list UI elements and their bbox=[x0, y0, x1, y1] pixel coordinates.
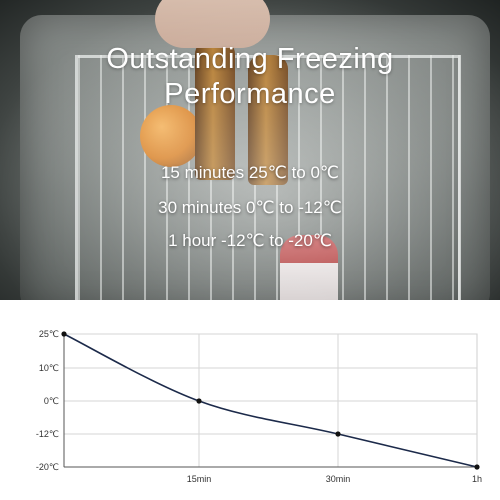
data-point bbox=[61, 331, 67, 337]
y-tick-label: 0℃ bbox=[44, 396, 59, 406]
x-tick-label: 30min bbox=[326, 474, 351, 484]
chart-grid bbox=[63, 333, 478, 468]
hero-photo bbox=[0, 0, 500, 300]
y-tick-label: -20℃ bbox=[36, 462, 59, 472]
feature-line-1: 15 minutes 25℃ to 0℃ bbox=[160, 163, 340, 182]
cold-mist bbox=[0, 0, 500, 300]
series-line bbox=[63, 333, 478, 468]
soda-bottle bbox=[280, 235, 338, 300]
x-tick-label: 15min bbox=[187, 474, 212, 484]
x-tick-label: 1h bbox=[472, 474, 482, 484]
y-tick-label: 10℃ bbox=[39, 363, 59, 373]
beer-bottle bbox=[248, 55, 288, 185]
data-points bbox=[61, 331, 480, 470]
y-tick-label: 25℃ bbox=[39, 329, 59, 339]
hero-title-line1: Outstanding Freezing bbox=[106, 43, 394, 75]
data-point bbox=[335, 431, 341, 437]
orange-fruit bbox=[140, 105, 202, 167]
data-point bbox=[196, 398, 202, 404]
beer-bottle bbox=[195, 40, 235, 180]
temperature-chart: 25℃ 10℃ 0℃ -12℃ -20℃ 15min 30min 1h bbox=[36, 329, 482, 484]
hero-title-line2: Performance bbox=[164, 78, 336, 110]
hand bbox=[155, 0, 270, 48]
feature-line-3: 1 hour -12℃ to -20℃ bbox=[168, 231, 332, 250]
x-axis-ticks: 15min 30min 1h bbox=[187, 474, 482, 484]
y-axis-ticks: 25℃ 10℃ 0℃ -12℃ -20℃ bbox=[36, 329, 59, 472]
feature-line-2: 30 minutes 0℃ to -12℃ bbox=[158, 198, 342, 217]
y-tick-label: -12℃ bbox=[36, 429, 59, 439]
data-point bbox=[474, 464, 480, 470]
